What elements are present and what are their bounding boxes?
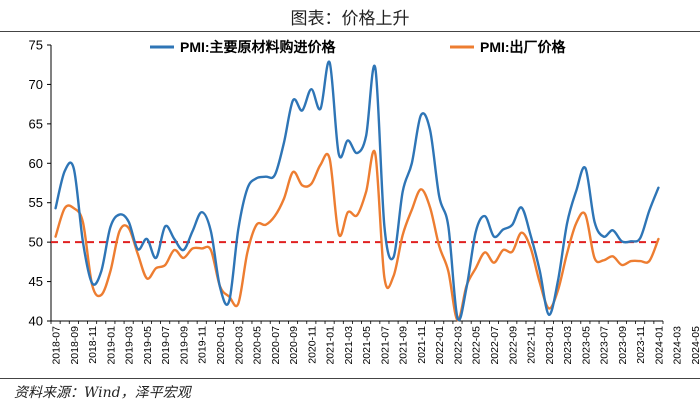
x-tick-label: 2019-11 [197,326,209,364]
x-tick-label: 2023-09 [617,326,629,365]
x-tick-label: 2018-09 [69,326,81,365]
x-tick-label: 2021-09 [398,326,410,365]
x-tick-label: 2019-05 [142,326,154,365]
y-tick-label: 45 [29,274,43,289]
x-tick-label: 2022-07 [489,326,501,365]
y-tick-label: 40 [29,314,43,329]
y-tick-label: 65 [29,116,43,131]
legend-label-raw-material-price: PMI:主要原材料购进价格 [180,39,337,55]
chart-title-bar: 图表：价格上升 [0,0,700,34]
x-tick-label: 2019-09 [178,326,190,365]
x-tick-label: 2018-07 [51,326,63,365]
y-tick-label: 70 [29,77,43,92]
x-tick-label: 2023-07 [599,326,611,365]
y-tick-label: 75 [29,38,43,53]
y-tick-label: 50 [29,235,43,250]
x-tick-label: 2020-01 [215,326,227,365]
y-tick-label: 55 [29,195,43,210]
x-tick-label: 2021-07 [379,326,391,365]
x-tick-label: 2022-09 [507,326,519,365]
x-tick-label: 2019-07 [160,326,172,365]
source-note: 资料来源：Wind，泽平宏观 [14,385,191,401]
x-tick-label: 2024-03 [672,326,684,365]
x-tick-label: 2023-03 [562,326,574,365]
x-tick-label: 2022-03 [452,326,464,365]
x-tick-label: 2024-01 [653,326,665,365]
x-tick-label: 2021-05 [361,326,373,365]
line-chart: 40 45 50 55 60 65 70 75 2018-07 2018-09 2018-11 201… [29,38,700,365]
source-divider [0,378,700,379]
chart-area: 40 45 50 55 60 65 70 75 2018-07 2018-09 2018-11 201… [0,34,700,376]
x-tick-label: 2019-03 [124,326,136,365]
x-tick-label: 2020-11 [306,326,318,364]
series-line-output-price [54,149,660,322]
x-tick-label: 2021-01 [325,326,337,365]
y-tick-label: 60 [29,156,43,171]
x-tick-label: 2023-11 [635,326,647,364]
x-tick-label: 2022-11 [526,326,538,364]
x-tick-label: 2020-09 [288,326,300,365]
x-tick-label: 2020-03 [233,326,245,365]
title-divider [0,31,700,32]
x-tick-label: 2023-05 [580,326,592,365]
x-tick-label: 2022-01 [434,326,446,365]
x-tick-label: 2021-03 [343,326,355,365]
x-tick-label: 2021-11 [416,326,428,364]
x-tick-label: 2023-01 [544,326,556,365]
chart-title: 图表：价格上升 [290,9,410,29]
x-tick-label: 2019-01 [105,326,117,365]
series-line-raw-material-price [54,60,660,322]
x-tick-label: 2020-07 [270,326,282,365]
x-tick-label: 2022-05 [471,326,483,365]
legend-label-output-price: PMI:出厂价格 [480,39,567,55]
x-tick-label: 2020-05 [252,326,264,365]
x-tick-label: 2024-05 [690,326,700,365]
x-tick-label: 2018-11 [87,326,99,364]
